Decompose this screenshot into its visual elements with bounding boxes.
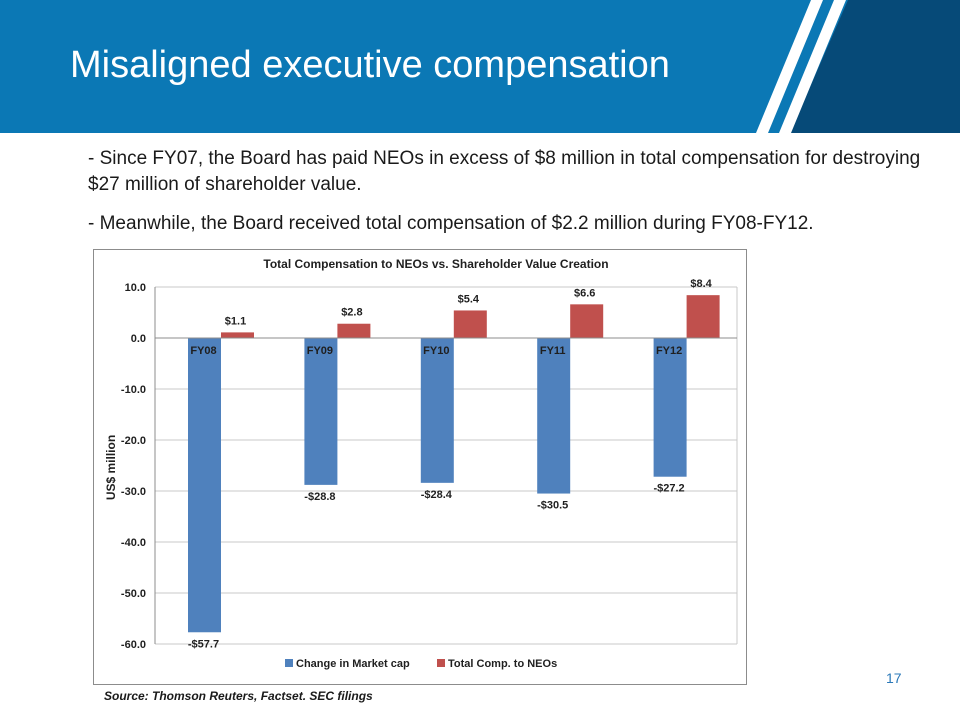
bar-total-comp xyxy=(221,332,254,338)
legend-swatch-total-comp xyxy=(437,659,445,667)
y-tick-label: -20.0 xyxy=(121,435,146,447)
data-label-market-cap: -$28.8 xyxy=(304,491,335,503)
data-label-market-cap: -$57.7 xyxy=(188,638,219,650)
banner-stripe-1 xyxy=(756,0,823,133)
bar-total-comp xyxy=(453,310,487,338)
bar-market-cap xyxy=(304,338,338,485)
data-label-total-comp: $2.8 xyxy=(341,307,362,319)
x-category-label: FY11 xyxy=(540,345,566,357)
banner-graphic xyxy=(0,0,960,133)
data-label-total-comp: $1.1 xyxy=(225,315,246,327)
data-label-market-cap: -$28.4 xyxy=(421,489,453,501)
bar-total-comp xyxy=(686,295,720,338)
chart-title: Total Compensation to NEOs vs. Sharehold… xyxy=(263,257,608,271)
data-label-market-cap: -$27.2 xyxy=(653,483,684,495)
page-number: 17 xyxy=(886,670,902,686)
data-label-total-comp: $6.6 xyxy=(574,287,595,299)
y-tick-label: 0.0 xyxy=(131,333,146,345)
bar-market-cap xyxy=(188,338,221,633)
legend-label-market-cap: Change in Market cap xyxy=(296,658,410,670)
page-title: Misaligned executive compensation xyxy=(70,44,670,86)
bar-chart: Total Compensation to NEOs vs. Sharehold… xyxy=(104,257,738,670)
y-tick-label: 10.0 xyxy=(125,282,146,294)
bar-total-comp xyxy=(337,323,371,338)
legend-swatch-market-cap xyxy=(285,659,293,667)
bar-market-cap xyxy=(420,338,454,483)
x-category-label: FY12 xyxy=(656,345,682,357)
bar-market-cap xyxy=(653,338,687,477)
legend-label-total-comp: Total Comp. to NEOs xyxy=(448,658,557,670)
y-tick-label: -30.0 xyxy=(121,486,146,498)
y-tick-label: -40.0 xyxy=(121,537,146,549)
bullet-text-1: - Since FY07, the Board has paid NEOs in… xyxy=(88,148,921,195)
banner-dark-block xyxy=(790,0,960,133)
y-tick-label: -60.0 xyxy=(121,639,146,651)
x-category-label: FY10 xyxy=(423,345,449,357)
x-category-label: FY09 xyxy=(307,345,333,357)
y-tick-label: -10.0 xyxy=(121,384,146,396)
data-label-total-comp: $8.4 xyxy=(690,278,712,290)
x-category-label: FY08 xyxy=(190,345,216,357)
bar-market-cap xyxy=(537,338,571,494)
data-label-market-cap: -$30.5 xyxy=(537,500,568,512)
header-banner xyxy=(0,0,960,133)
banner-stripe-2 xyxy=(779,0,846,133)
source-note: Source: Thomson Reuters, Factset. SEC fi… xyxy=(104,689,373,703)
bar-total-comp xyxy=(570,304,604,338)
bullet-text-2: - Meanwhile, the Board received total co… xyxy=(88,213,814,234)
chart-frame: Total Compensation to NEOs vs. Sharehold… xyxy=(93,249,747,685)
y-tick-label: -50.0 xyxy=(121,588,146,600)
y-axis-label: US$ million xyxy=(104,435,118,500)
data-label-total-comp: $5.4 xyxy=(458,293,480,305)
